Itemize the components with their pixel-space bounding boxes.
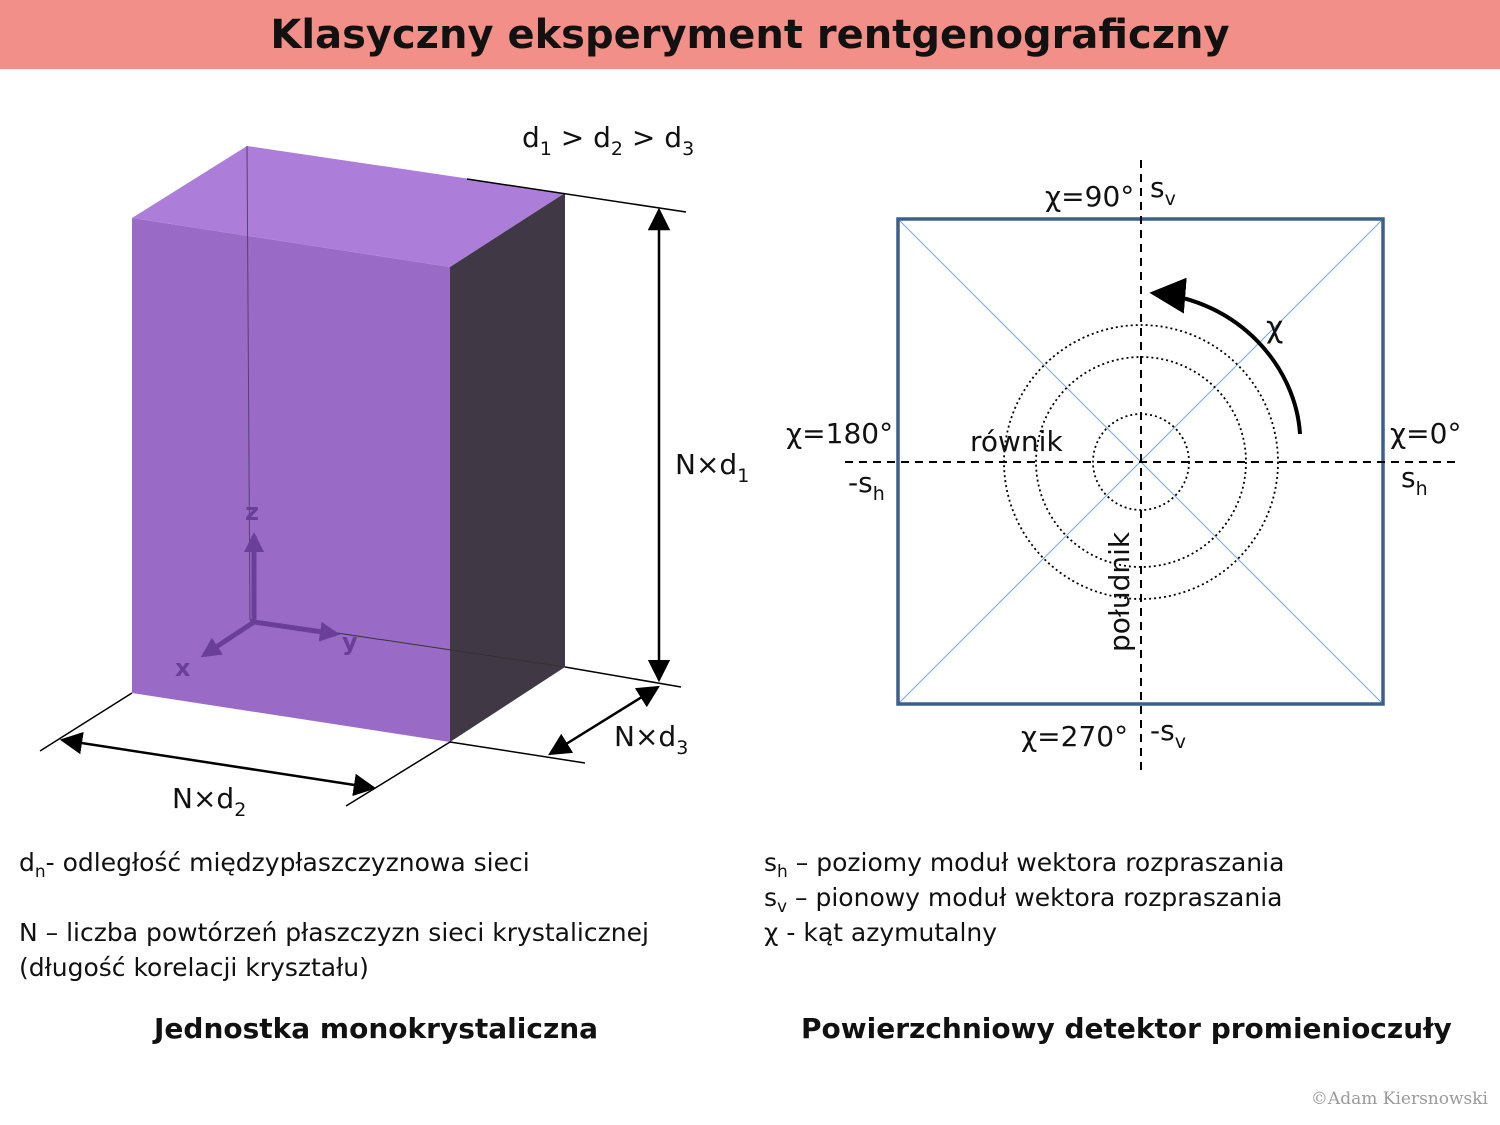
- height-dimension-label: N×d1: [675, 448, 749, 487]
- extension-line-top: [466, 178, 687, 213]
- equator-label: równik: [970, 425, 1063, 458]
- meridian-label: południk: [1103, 531, 1136, 652]
- legend-sh: sh – poziomy moduł wektora rozpraszania: [764, 848, 1285, 882]
- depth-dimension-arrow: [548, 685, 660, 756]
- chi-90-label: χ=90°: [1045, 180, 1134, 213]
- crystal-dimensions: [39, 178, 687, 807]
- extension-line-bottom-right: [564, 666, 682, 688]
- legend-sv: sv – pionowy moduł wektora rozpraszania: [764, 883, 1283, 917]
- caption-right: Powierzchniowy detektor promienioczuły: [801, 1012, 1452, 1045]
- y-axis: [253, 619, 340, 642]
- x-axis: [200, 619, 256, 658]
- legend-n-line2: (długość korelacji kryształu): [19, 953, 369, 982]
- page-title: Klasyczny eksperyment rentgenograficzny: [270, 11, 1230, 58]
- chi-270-label: χ=270°: [1021, 720, 1128, 753]
- crystal-side-face: [450, 193, 565, 742]
- legend-right: sh – poziomy moduł wektora rozpraszania …: [764, 845, 1284, 950]
- chi-arc-label: χ: [1266, 310, 1283, 345]
- chi-180-label: χ=180°: [786, 417, 893, 450]
- y-axis-label: y: [342, 628, 358, 656]
- coordinate-axes: z y x: [175, 498, 358, 682]
- sv-positive-label: sv: [1150, 171, 1176, 210]
- middle-ring: [1035, 356, 1247, 568]
- legend-left: dn- odległość międzypłaszczyznowa sieci …: [19, 845, 649, 985]
- extension-line-bottom-mid: [345, 741, 451, 807]
- detector: [845, 160, 1455, 772]
- legend-n-line1: N – liczba powtórzeń płaszczyzn sieci kr…: [19, 918, 649, 947]
- copyright: ©Adam Kiersnowski: [1310, 1089, 1488, 1109]
- crystal-front-face: [132, 218, 450, 742]
- spacing-relation-label: d1 > d2 > d3: [522, 121, 694, 160]
- caption-left: Jednostka monokrystaliczna: [154, 1012, 599, 1045]
- legend-dn: dn- odległość międzypłaszczyznowa sieci: [19, 848, 530, 882]
- extension-line-bottom-front: [449, 741, 586, 764]
- x-axis-label: x: [175, 654, 191, 682]
- legend-chi: χ - kąt azymutalny: [764, 918, 998, 947]
- chi-0-label: χ=0°: [1390, 417, 1461, 450]
- azimuth-arrow: [1149, 277, 1302, 435]
- sh-positive-label: sh: [1401, 461, 1428, 500]
- width-dimension-arrow: [59, 731, 377, 797]
- crystal-top-face: [132, 146, 565, 267]
- sv-negative-label: -sv: [1150, 714, 1186, 753]
- sh-negative-label: -sh: [848, 466, 885, 505]
- crystal-block: [132, 145, 566, 742]
- extension-line-bottom-left: [39, 692, 133, 752]
- width-dimension-label: N×d2: [172, 782, 246, 821]
- depth-dimension-label: N×d3: [614, 720, 688, 759]
- z-axis-label: z: [245, 498, 259, 526]
- title-bar: Klasyczny eksperyment rentgenograficzny: [0, 0, 1500, 69]
